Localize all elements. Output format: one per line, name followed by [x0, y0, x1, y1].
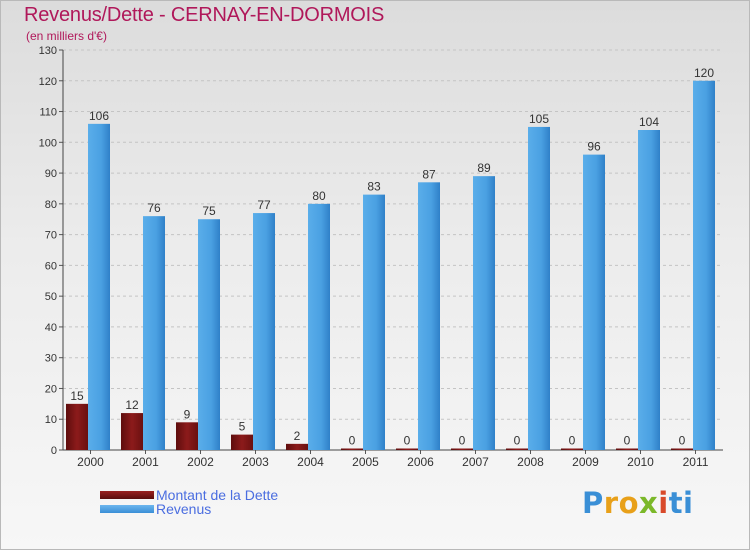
- bar-revenus: [528, 126, 550, 450]
- x-tick-label: 2008: [517, 455, 544, 469]
- y-tick-label: 40: [45, 322, 57, 334]
- y-tick-label: 110: [39, 107, 57, 119]
- x-tick-label: 2007: [462, 455, 489, 469]
- data-label-dette: 0: [624, 434, 631, 448]
- data-label-revenus: 87: [422, 167, 436, 181]
- y-tick-label: 30: [45, 353, 57, 365]
- x-tick-label: 2003: [242, 455, 269, 469]
- data-label-dette: 0: [514, 434, 521, 448]
- data-label-dette: 0: [459, 434, 466, 448]
- x-tick-label: 2005: [352, 455, 379, 469]
- bar-revenus: [638, 130, 660, 450]
- y-tick-label: 120: [39, 76, 57, 88]
- x-tick-label: 2000: [77, 455, 104, 469]
- x-tick-label: 2006: [407, 455, 434, 469]
- y-tick-label: 20: [45, 383, 57, 395]
- proxiti-logo: Proxiti: [582, 486, 694, 520]
- bar-revenus: [198, 219, 220, 450]
- data-label-revenus: 83: [367, 180, 381, 194]
- legend-swatch-dette: [100, 491, 154, 499]
- data-label-dette: 0: [404, 434, 411, 448]
- bar-dette: [671, 448, 693, 450]
- bar-dette: [66, 403, 88, 450]
- y-tick-label: 80: [45, 199, 57, 211]
- data-label-revenus: 96: [587, 140, 601, 154]
- bar-dette: [121, 413, 143, 450]
- legend-swatch-revenus: [100, 505, 154, 513]
- bar-dette: [451, 448, 473, 450]
- legend-label-revenus: Revenus: [156, 501, 212, 517]
- x-tick-label: 2011: [683, 455, 709, 469]
- chart-subtitle: (en milliers d'€): [26, 29, 107, 43]
- data-label-revenus: 80: [312, 189, 326, 203]
- y-tick-label: 50: [45, 291, 57, 303]
- chart-title: Revenus/Dette - CERNAY-EN-DORMOIS: [24, 4, 385, 26]
- data-label-dette: 15: [70, 389, 84, 403]
- bar-dette: [561, 448, 583, 450]
- bar-dette: [616, 448, 638, 450]
- data-label-dette: 0: [679, 434, 686, 448]
- data-label-revenus: 104: [639, 115, 659, 129]
- data-label-revenus: 76: [147, 201, 161, 215]
- data-label-dette: 2: [294, 429, 301, 443]
- data-label-dette: 12: [125, 398, 139, 412]
- data-label-revenus: 120: [694, 66, 714, 80]
- data-label-revenus: 75: [202, 204, 216, 218]
- y-tick-label: 90: [45, 168, 57, 180]
- data-label-dette: 5: [239, 420, 246, 434]
- data-label-revenus: 106: [89, 109, 109, 123]
- legend-label-dette: Montant de la Dette: [156, 487, 279, 503]
- y-tick-label: 130: [39, 45, 57, 57]
- y-tick-label: 100: [39, 137, 57, 149]
- x-tick-label: 2004: [297, 455, 324, 469]
- data-label-revenus: 77: [257, 198, 271, 212]
- bar-revenus: [253, 213, 275, 450]
- bar-dette: [396, 448, 418, 450]
- data-label-dette: 9: [184, 407, 191, 421]
- bar-dette: [286, 443, 308, 450]
- bar-revenus: [693, 80, 715, 451]
- bar-revenus: [143, 216, 165, 450]
- y-tick-label: 70: [45, 230, 57, 242]
- legend-item-dette: Montant de la Dette: [100, 487, 278, 503]
- bar-dette: [506, 448, 528, 450]
- x-tick-label: 2002: [187, 455, 214, 469]
- bar-dette: [231, 434, 253, 450]
- data-label-dette: 0: [569, 434, 576, 448]
- bar-revenus: [363, 194, 385, 450]
- data-label-dette: 0: [349, 434, 356, 448]
- y-tick-label: 10: [45, 414, 57, 426]
- data-label-revenus: 105: [529, 112, 549, 126]
- bar-revenus: [583, 154, 605, 450]
- x-tick-label: 2010: [627, 455, 654, 469]
- legend-item-revenus: Revenus: [100, 501, 211, 517]
- bar-revenus: [418, 182, 440, 451]
- data-label-revenus: 89: [477, 161, 491, 175]
- bar-revenus: [308, 203, 330, 450]
- bar-revenus: [473, 176, 495, 450]
- bar-dette: [176, 422, 198, 450]
- x-tick-label: 2009: [572, 455, 599, 469]
- bar-dette: [341, 448, 363, 450]
- bar-revenus: [88, 123, 110, 450]
- y-tick-label: 60: [45, 260, 57, 272]
- x-tick-label: 2001: [132, 455, 159, 469]
- y-tick-label: 0: [51, 445, 57, 457]
